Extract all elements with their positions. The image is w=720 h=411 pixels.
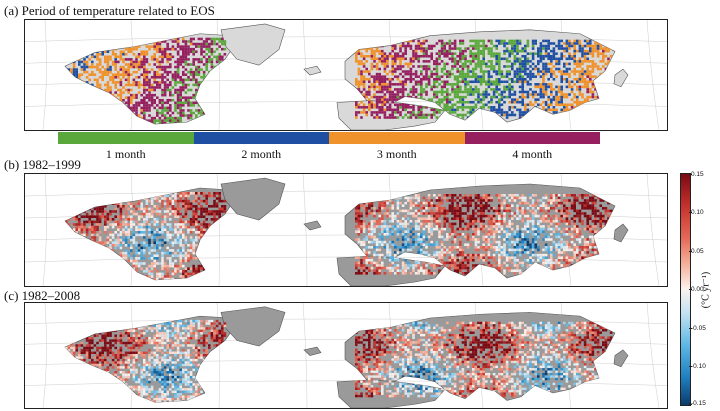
land-japan [613, 223, 629, 243]
legend-label-1-month: 1 month [105, 147, 146, 161]
panel-a-svg [25, 20, 667, 130]
colorbar-tickmark [689, 328, 692, 329]
legend-swatch-3-month [329, 132, 465, 144]
land-iceland [303, 65, 322, 76]
colorbar-tick-label: 0.00 [691, 286, 704, 293]
colorbar-tickmark [689, 251, 692, 252]
colorbar-tick-label: -0.15 [691, 400, 706, 407]
colorbar-tickmark [689, 289, 692, 290]
land-greenland [220, 23, 286, 66]
colorbar-tick-label: 0.15 [691, 171, 704, 178]
land-iceland [303, 220, 322, 231]
colorbar-tickmark [689, 174, 692, 175]
panel-c-title: (c) 1982–2008 [4, 288, 81, 303]
panel-c-map [24, 302, 668, 409]
panel-a-map [24, 19, 668, 131]
land-iceland [303, 346, 322, 356]
colorbar-tick-label: -0.10 [691, 363, 706, 370]
category-legend-bar [58, 132, 600, 144]
legend-label-3-month: 3 month [376, 147, 417, 161]
legend-swatch-4-month [464, 132, 600, 144]
colorbar-tickmark [689, 212, 692, 213]
colorbar-tickmark [689, 366, 692, 367]
panel-a-title: (a) Period of temperature related to EOS [4, 3, 215, 18]
colorbar-tickmark [689, 404, 692, 405]
panel-b-map [24, 173, 668, 287]
colorbar-unit-label: (°C yr⁻¹) [700, 271, 712, 309]
legend-label-4-month: 4 month [512, 147, 553, 161]
land-japan [613, 68, 629, 88]
colorbar-tick-label: -0.05 [691, 325, 706, 332]
land-greenland [220, 177, 286, 221]
pixel-layer [65, 319, 613, 403]
land-africa [336, 379, 446, 408]
land-japan [613, 349, 629, 368]
land-greenland [220, 306, 286, 347]
colorbar-tick-label: 0.05 [691, 248, 704, 255]
panel-b-title: (b) 1982–1999 [4, 157, 81, 172]
panel-b-svg [25, 174, 667, 286]
panel-c-svg [25, 303, 667, 408]
legend-swatch-2-month [193, 132, 329, 144]
colorbar-tick-label: 0.10 [691, 209, 704, 216]
legend-label-2-month: 2 month [241, 147, 282, 161]
legend-swatch-1-month [58, 132, 194, 144]
category-legend-labels: 1 month 2 month 3 month 4 month [58, 147, 600, 162]
